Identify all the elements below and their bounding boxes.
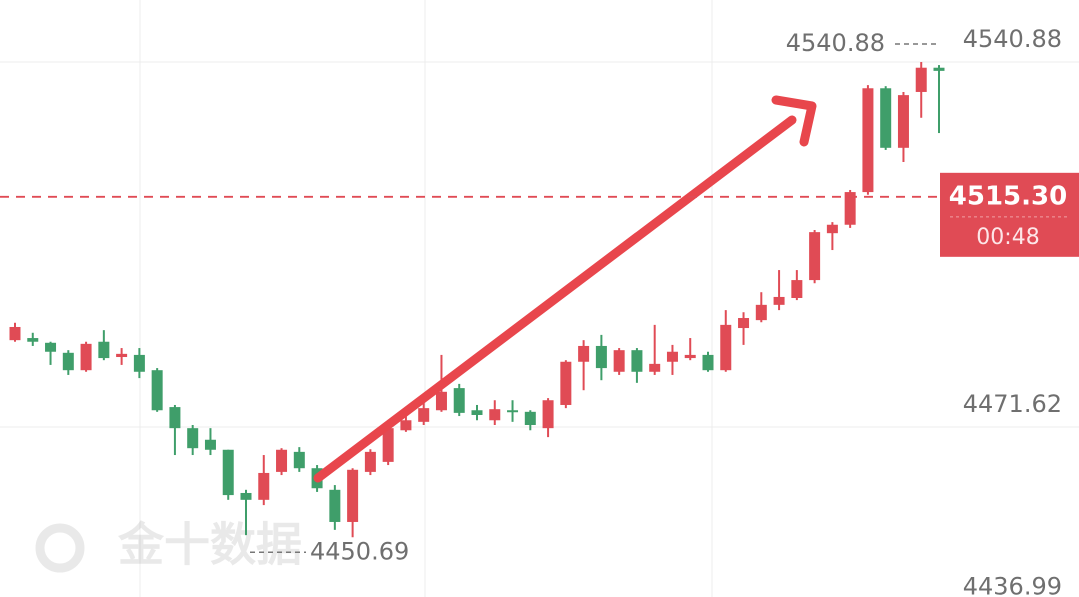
- candle-body: [204, 439, 216, 450]
- candle-body: [524, 411, 536, 425]
- candle-body: [45, 342, 57, 352]
- candle-body: [418, 408, 430, 422]
- candle-body: [684, 354, 696, 359]
- candle-body: [666, 351, 678, 362]
- candle-body: [276, 449, 288, 472]
- candle-body: [62, 352, 74, 371]
- arrow-head: [771, 95, 817, 147]
- candle-body: [382, 428, 394, 462]
- candle-body: [844, 192, 856, 225]
- candle-body: [560, 361, 572, 405]
- candle-body: [9, 326, 21, 341]
- candle-body: [471, 410, 483, 415]
- watermark-logo: [35, 523, 85, 573]
- candle-body: [720, 324, 732, 371]
- candle-body: [933, 67, 945, 71]
- candle-body: [133, 354, 145, 372]
- candle-body: [542, 400, 554, 429]
- candle-body: [791, 280, 803, 298]
- arrow-shaft: [313, 115, 797, 483]
- candle-body: [116, 353, 128, 358]
- candle-body: [400, 420, 412, 431]
- candle-body: [364, 451, 376, 472]
- candle-body: [329, 489, 341, 522]
- candle-body: [240, 492, 252, 500]
- candle-body: [347, 469, 359, 522]
- last-price-label: 4515.30: [949, 181, 1067, 211]
- candle-body: [453, 388, 465, 413]
- low-label: 4450.69: [310, 537, 409, 565]
- vertical-grid: [139, 0, 713, 597]
- candle-body: [80, 343, 92, 371]
- candle-body: [809, 232, 821, 281]
- candle-body: [755, 304, 767, 321]
- countdown: 00:48: [976, 225, 1039, 250]
- last-price-box: [940, 172, 1079, 257]
- candle-body: [915, 67, 927, 92]
- trend-arrow: [313, 95, 817, 483]
- candle-body: [738, 318, 750, 329]
- candle-body: [578, 345, 590, 362]
- candle-body: [27, 338, 39, 342]
- y-tick-label: 4436.99: [963, 572, 1062, 597]
- candle-body: [773, 296, 785, 305]
- watermark-text: 金十数据: [117, 518, 302, 572]
- candle-body: [897, 95, 909, 148]
- candle-body: [826, 224, 838, 234]
- candle-body: [595, 345, 607, 369]
- candle-body: [258, 472, 270, 500]
- candle-body: [169, 407, 181, 429]
- candle-body: [435, 391, 447, 411]
- candle-body: [98, 341, 110, 359]
- candle-body: [631, 350, 643, 372]
- candle-body: [862, 88, 874, 193]
- candle-body: [649, 363, 661, 372]
- candle-body: [293, 451, 305, 469]
- candle-body: [702, 354, 714, 371]
- candle-body: [187, 428, 199, 449]
- candle-body: [151, 370, 163, 411]
- candle-body: [880, 88, 892, 148]
- candle-body: [613, 350, 625, 372]
- candle-body: [489, 409, 501, 421]
- watermark: 金十数据: [35, 518, 302, 573]
- y-tick-label: 4471.62: [963, 390, 1062, 418]
- candle-body: [507, 410, 519, 413]
- candle-body: [222, 449, 234, 496]
- high-label: 4540.88: [786, 29, 885, 57]
- y-tick-label: 4540.88: [963, 25, 1062, 53]
